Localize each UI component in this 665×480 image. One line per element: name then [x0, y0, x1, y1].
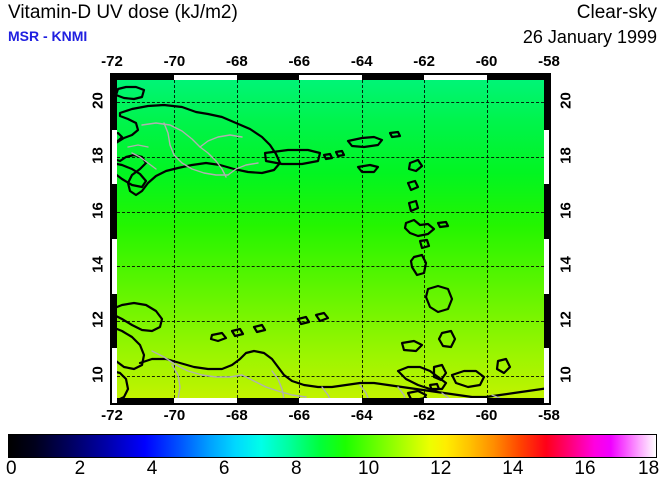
- coastlines: [112, 85, 549, 403]
- grid-line-vertical: [236, 75, 238, 403]
- colorbar-tick-label: 16: [574, 458, 596, 479]
- colorbar-tick-label: 12: [430, 458, 452, 479]
- y-tick-label: 14: [89, 256, 107, 274]
- y-tick-label: 12: [557, 311, 575, 328]
- y-tick-label: 20: [557, 92, 575, 110]
- grid-line-horizontal: [112, 211, 549, 213]
- x-tick-label: -68: [226, 53, 248, 70]
- x-tick-label: -64: [350, 407, 373, 424]
- y-tick-label: 10: [557, 365, 575, 383]
- x-tick-label: -68: [226, 407, 248, 424]
- y-tick-label: 10: [89, 365, 107, 383]
- y-tick-label: 16: [557, 201, 575, 219]
- top-axis-ticks: [112, 75, 549, 80]
- colorbar-tick-label: 4: [146, 458, 158, 479]
- data-source-label: MSR - KNMI: [8, 28, 88, 44]
- x-tick-label: -60: [475, 407, 498, 424]
- y-tick-label: 14: [557, 256, 575, 274]
- left-axis-ticks: [112, 75, 117, 404]
- x-tick-label: -72: [101, 407, 123, 424]
- x-tick-label: -58: [538, 53, 560, 70]
- coastline-overlay: [112, 85, 549, 403]
- page-title: Vitamin-D UV dose (kJ/m2): [8, 2, 238, 23]
- colorbar-tick-label: 2: [74, 458, 86, 479]
- colorbar-tick-label: 14: [502, 458, 524, 479]
- map-plot: -72 -70 -68 -66 -64 -62 -60 -58 -72 -70 -68 -66 -64…: [90, 53, 575, 424]
- y-tick-label: 12: [89, 311, 107, 328]
- right-axis-ticks: [544, 75, 549, 404]
- condition-label: Clear-sky: [576, 2, 657, 23]
- bottom-axis-ticks: [112, 398, 549, 403]
- grid-line-vertical: [174, 75, 176, 403]
- grid-line-vertical: [299, 75, 301, 403]
- x-tick-label: -70: [163, 407, 186, 424]
- plot-frame: [110, 73, 551, 405]
- x-tick-label: -60: [475, 53, 498, 70]
- colorbar-tick-label: 6: [218, 458, 230, 479]
- colorbar: [8, 434, 657, 458]
- x-tick-label: -58: [538, 407, 560, 424]
- grid-line-vertical: [361, 75, 363, 403]
- x-tick-label: -62: [413, 407, 435, 424]
- uv-dose-field: [112, 75, 549, 403]
- y-tick-label: 18: [557, 147, 575, 164]
- grid-line-horizontal: [112, 266, 549, 268]
- date-label: 26 January 1999: [522, 27, 657, 47]
- x-tick-label: -72: [101, 53, 123, 70]
- colorbar-gradient: [8, 434, 657, 458]
- x-tick-label: -62: [413, 53, 435, 70]
- internal-borders: [127, 122, 511, 403]
- x-tick-label: -64: [350, 53, 373, 70]
- y-tick-label: 18: [89, 147, 107, 164]
- colorbar-tick-label: 18: [638, 458, 660, 479]
- chart-header: Vitamin-D UV dose (kJ/m2) MSR - KNMI Cle…: [0, 0, 665, 52]
- grid-line-horizontal: [112, 375, 549, 377]
- colorbar-tick-label: 8: [290, 458, 302, 479]
- grid-line-horizontal: [112, 102, 549, 104]
- y-tick-label: 20: [89, 92, 107, 110]
- x-tick-label: -66: [288, 53, 311, 70]
- colorbar-tick-label: 0: [6, 458, 17, 479]
- grid-line-horizontal: [112, 321, 549, 322]
- x-tick-label: -66: [288, 407, 311, 424]
- grid-line-vertical: [486, 75, 488, 403]
- colorbar-tick-label: 10: [358, 458, 380, 479]
- x-tick-label: -70: [163, 53, 186, 70]
- grid-line-vertical: [424, 75, 426, 403]
- y-tick-label: 16: [89, 201, 107, 219]
